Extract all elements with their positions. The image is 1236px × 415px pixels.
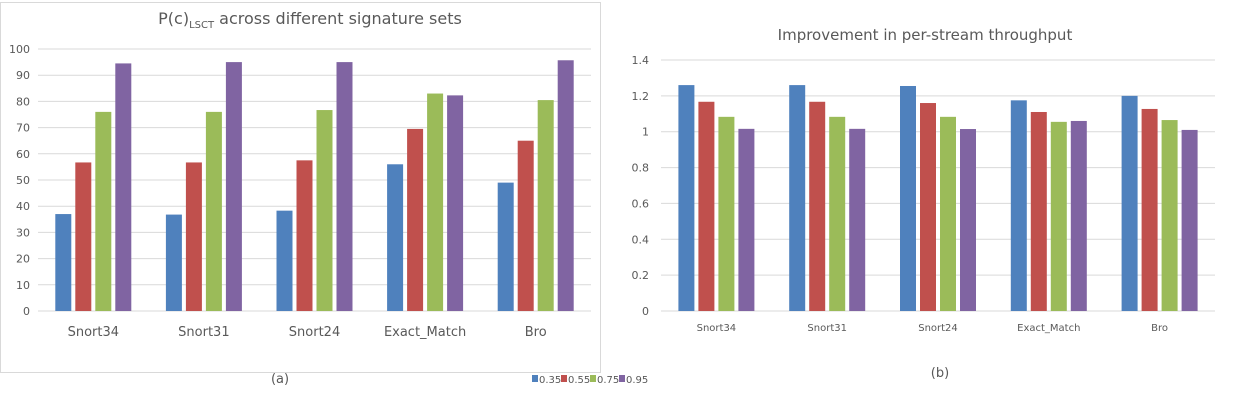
bar-exact_match-0.75 [427,93,444,311]
x-tick-label: Snort34 [697,323,737,334]
panel-label-a: (a) [271,372,289,387]
bar-snort31-0.35 [789,85,806,311]
y-tick-label: 0 [642,305,649,318]
bar-bro-0.95 [557,60,574,312]
chart-b-title: Improvement in per-stream throughput [778,26,1073,44]
bar-snort24-0.35 [900,85,916,311]
bar-snort34-0.95 [738,128,755,311]
y-tick-label: 0.6 [632,197,650,210]
y-tick-label: 20 [16,253,30,266]
x-tick-label: Exact_Match [1017,323,1080,334]
y-tick-label: 0 [23,305,30,318]
chart-a-frame [0,2,601,373]
legend: 0.35 0.55 0.75 0.95 [532,375,648,386]
bar-snort24-0.55 [920,103,936,312]
y-tick-label: 10 [16,279,30,292]
x-tick-label: Snort24 [289,325,340,340]
bar-bro-0.95 [1181,129,1198,311]
x-tick-label: Snort24 [918,323,958,334]
bar-snort31-0.55 [185,162,202,311]
bar-snort31-0.35 [165,214,182,311]
legend-swatch-0.75 [590,375,596,382]
y-tick-label: 0.4 [632,233,650,246]
bar-snort34-0.35 [55,214,72,311]
x-tick-label: Bro [525,325,547,340]
bar-snort34-0.75 [718,116,735,311]
bar-snort31-0.95 [849,128,866,311]
legend-swatch-0.35 [532,375,538,382]
y-tick-label: 50 [16,174,30,187]
bar-exact_match-0.35 [1010,100,1027,311]
bar-snort24-0.95 [960,129,976,311]
y-tick-label: 100 [9,43,30,56]
bar-snort31-0.95 [225,62,242,311]
legend-swatch-0.55 [561,375,567,382]
bar-bro-0.75 [537,100,554,311]
bar-exact_match-0.55 [407,128,424,311]
bar-bro-0.55 [1141,108,1158,311]
legend-label: 0.95 [626,375,648,386]
bar-bro-0.35 [497,182,514,311]
bar-bro-0.35 [1121,95,1138,311]
y-tick-label: 40 [16,200,30,213]
y-tick-label: 0.8 [632,162,650,175]
y-tick-label: 1 [642,126,649,139]
bar-exact_match-0.75 [1050,121,1067,311]
bar-snort34-0.75 [95,111,112,311]
bar-snort24-0.35 [276,210,293,311]
x-tick-label: Snort31 [178,325,229,340]
y-tick-label: 90 [16,69,30,82]
y-tick-label: 60 [16,148,30,161]
y-tick-label: 70 [16,122,30,135]
bar-exact_match-0.95 [447,95,464,312]
legend-label: 0.35 [539,375,561,386]
bar-exact_match-0.95 [1070,120,1087,311]
bar-snort34-0.95 [115,63,132,311]
y-tick-label: 0.2 [632,269,650,282]
bar-snort24-0.55 [296,160,313,311]
x-tick-label: Bro [1151,323,1168,334]
legend-label: 0.75 [597,375,619,386]
x-tick-label: Snort34 [68,325,119,340]
bar-snort24-0.75 [940,116,956,311]
y-tick-label: 1.2 [632,90,650,103]
panel-label-b: (b) [931,366,949,381]
bar-bro-0.55 [517,140,534,311]
bar-snort31-0.75 [829,116,846,311]
bar-snort34-0.35 [678,85,695,311]
chart-a-title: P(c)LSCT across different signature sets [158,9,462,31]
bar-snort34-0.55 [698,101,715,311]
x-tick-label: Snort31 [807,323,847,334]
y-tick-label: 1.4 [632,54,650,67]
legend-label: 0.55 [568,375,590,386]
bar-exact_match-0.35 [387,164,404,311]
legend-swatch-0.95 [619,375,625,382]
bar-snort31-0.75 [205,111,222,311]
bar-snort24-0.95 [336,62,353,311]
bar-snort34-0.55 [75,162,92,311]
bar-snort31-0.55 [809,101,826,311]
x-tick-label: Exact_Match [384,325,466,340]
bar-bro-0.75 [1161,120,1178,311]
y-tick-label: 30 [16,226,30,239]
bar-snort24-0.75 [316,110,333,312]
y-tick-label: 80 [16,95,30,108]
bar-exact_match-0.55 [1030,111,1047,311]
